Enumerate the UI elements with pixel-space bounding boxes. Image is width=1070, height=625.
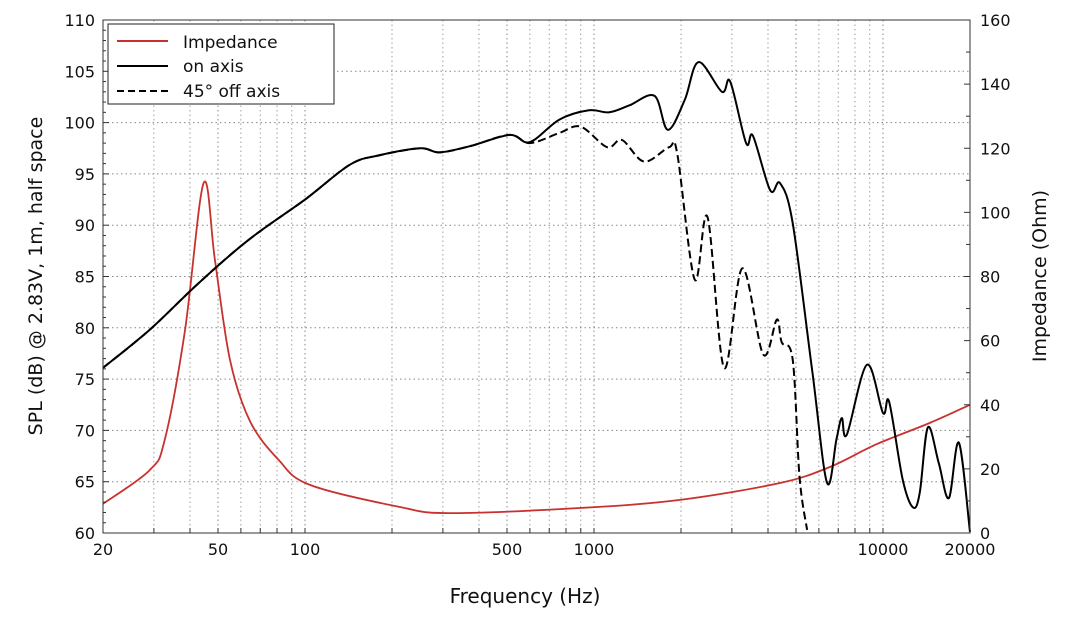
- y2-tick-label: 20: [980, 460, 1000, 479]
- legend-label-off-axis: 45° off axis: [183, 82, 280, 102]
- y-tick-label: 105: [64, 62, 95, 81]
- series-impedance-line: [102, 180, 971, 515]
- y2-axis-label: Impedance (Ohm): [1029, 190, 1051, 362]
- y2-tick-label: 120: [980, 139, 1011, 158]
- series-on-axis-line: [102, 61, 971, 533]
- ticks: 60 65 70 75 80 85 90 95 100 105 110 0 20 40 60 80 100 120…: [64, 11, 1010, 559]
- x-tick-label: 10000: [858, 540, 909, 559]
- y2-tick-label: 140: [980, 75, 1011, 94]
- y-tick-label: 90: [75, 216, 95, 235]
- y-axis-label: SPL (dB) @ 2.83V, 1m, half space: [25, 117, 47, 436]
- y-tick-label: 95: [75, 165, 95, 184]
- curves: [102, 61, 971, 533]
- x-tick-label: 1000: [574, 540, 615, 559]
- x-tick-label: 20000: [945, 540, 996, 559]
- x-tick-label: 100: [290, 540, 321, 559]
- y-tick-label: 80: [75, 319, 95, 338]
- y2-tick-label: 40: [980, 396, 1000, 415]
- y2-tick-label: 100: [980, 203, 1011, 222]
- y2-tick-label: 0: [980, 524, 990, 543]
- y2-tick-label: 160: [980, 11, 1011, 30]
- x-tick-label: 500: [492, 540, 523, 559]
- legend: Impedance on axis 45° off axis: [107, 23, 335, 105]
- y2-tick-label: 80: [980, 268, 1000, 287]
- y2-tick-label: 60: [980, 332, 1000, 351]
- grid: [103, 20, 970, 533]
- y-tick-label: 85: [75, 268, 95, 287]
- y-tick-label: 65: [75, 473, 95, 492]
- legend-label-impedance: Impedance: [183, 33, 278, 53]
- y-tick-label: 100: [64, 114, 95, 133]
- x-axis-label: Frequency (Hz): [450, 584, 601, 608]
- y-tick-label: 60: [75, 524, 95, 543]
- y-tick-label: 70: [75, 421, 95, 440]
- y-tick-label: 75: [75, 370, 95, 389]
- x-tick-label: 20: [93, 540, 113, 559]
- legend-label-on-axis: on axis: [183, 57, 244, 77]
- y-tick-label: 110: [64, 11, 95, 30]
- x-tick-label: 50: [208, 540, 228, 559]
